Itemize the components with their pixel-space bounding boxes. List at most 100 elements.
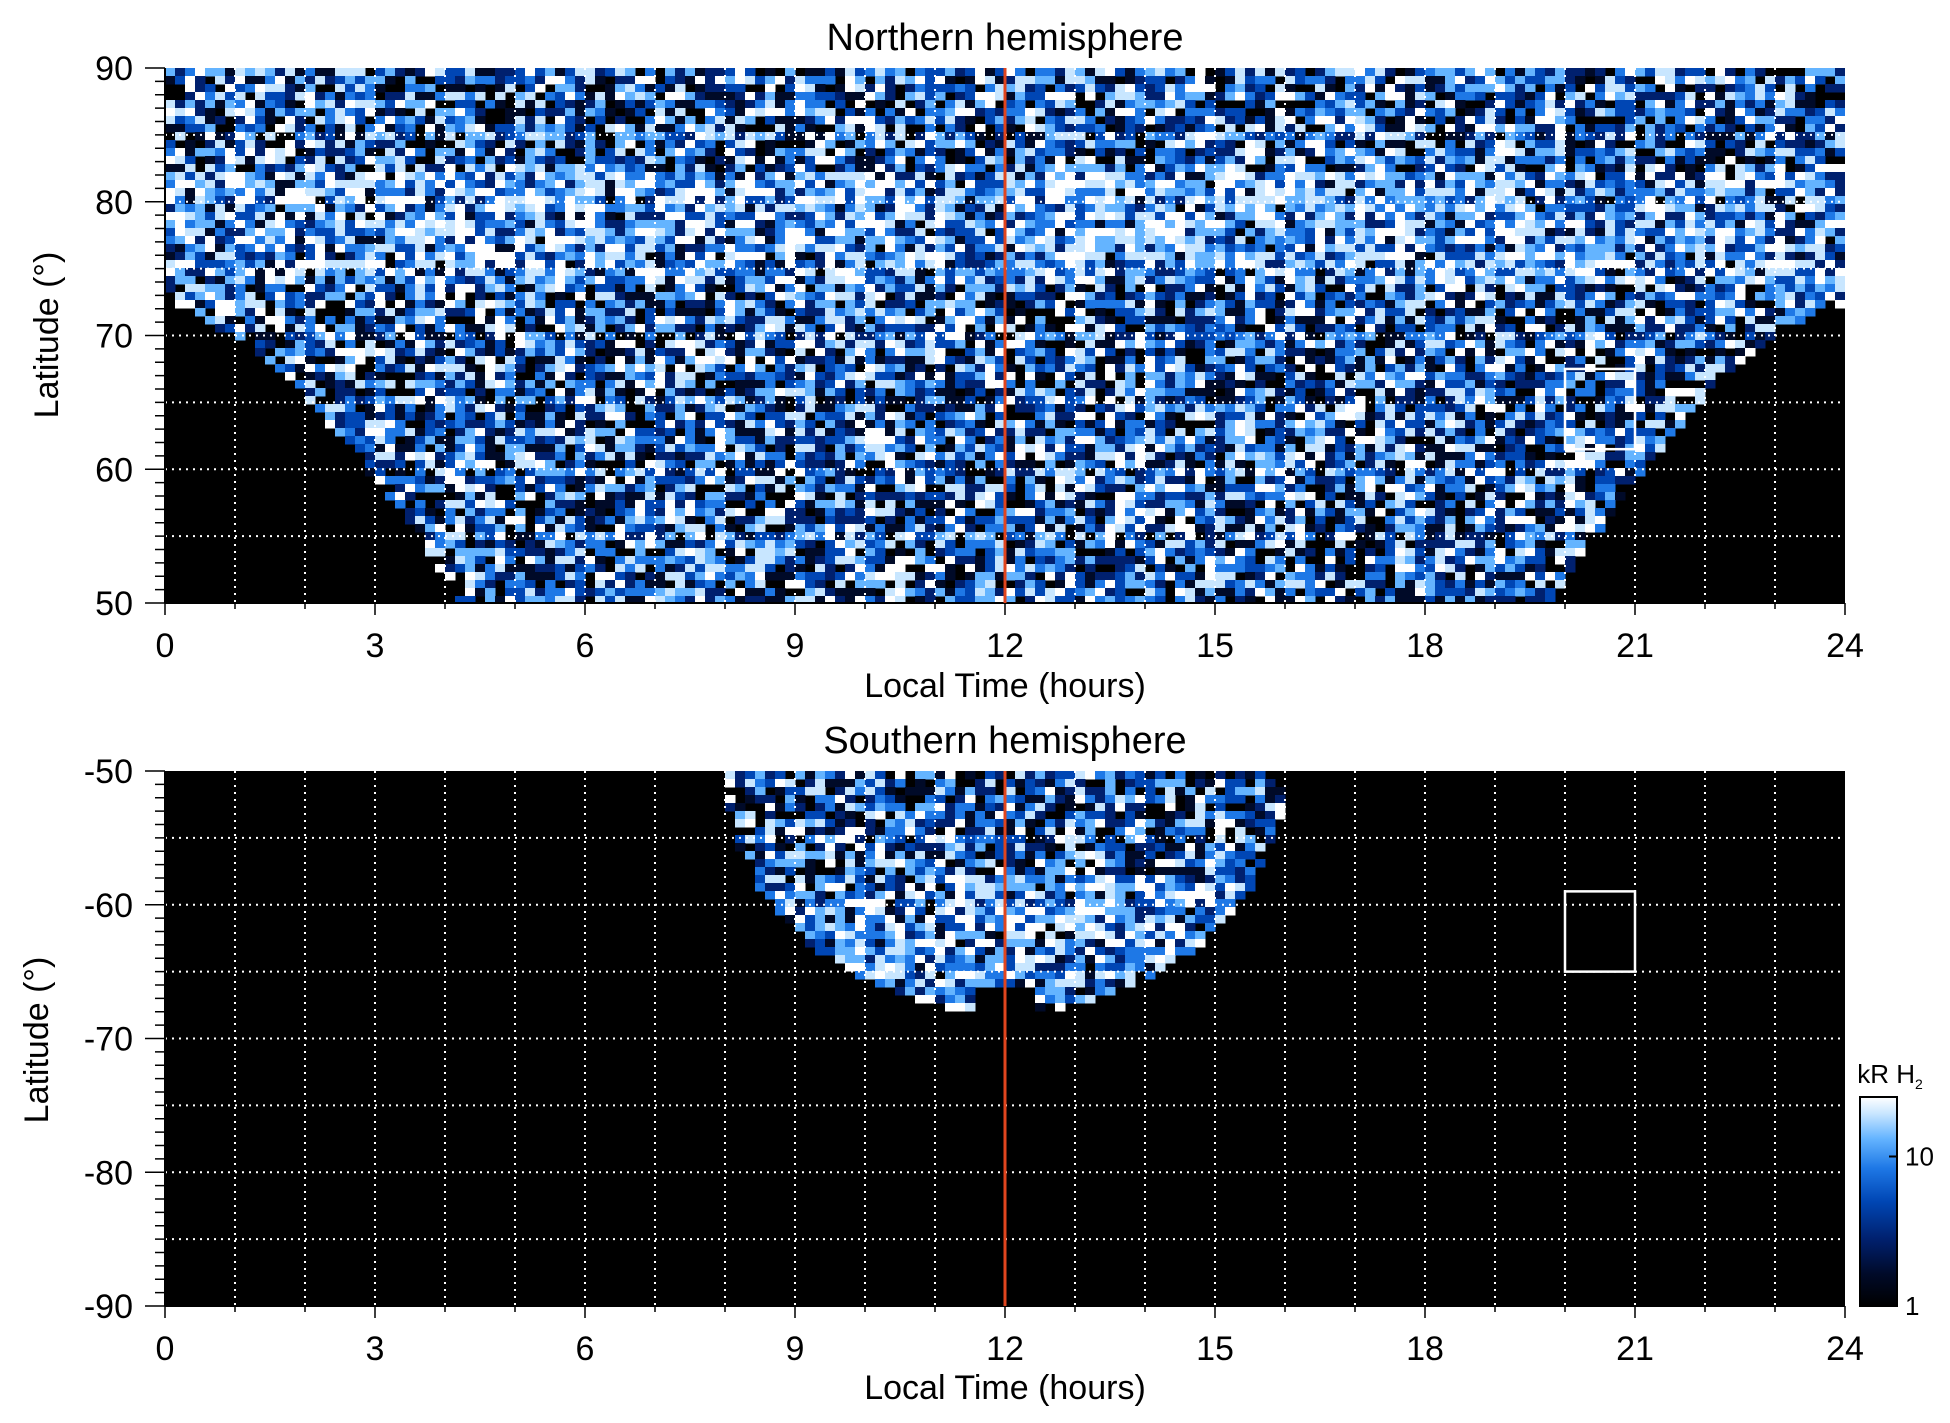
emission-cell: [1745, 220, 1756, 229]
emission-cell: [795, 148, 806, 157]
emission-cell: [1145, 204, 1156, 213]
emission-cell: [365, 268, 376, 277]
emission-cell: [995, 76, 1006, 85]
emission-cell: [1105, 268, 1116, 277]
emission-cell: [225, 132, 236, 141]
emission-cell: [1615, 156, 1626, 165]
emission-cell: [715, 316, 726, 325]
emission-cell: [935, 228, 946, 237]
emission-cell: [305, 324, 316, 333]
emission-cell: [745, 228, 756, 237]
emission-cell: [1715, 172, 1726, 181]
emission-cell: [1415, 188, 1426, 197]
emission-cell: [475, 76, 486, 85]
emission-cell: [1765, 196, 1776, 205]
emission-cell: [805, 196, 816, 205]
emission-cell: [1125, 132, 1136, 141]
emission-cell: [765, 268, 776, 277]
emission-cell: [1125, 236, 1136, 245]
emission-cell: [775, 108, 786, 117]
emission-cell: [1185, 276, 1196, 285]
emission-cell: [255, 204, 266, 213]
emission-cell: [395, 228, 406, 237]
emission-cell: [545, 76, 556, 85]
emission-cell: [375, 84, 386, 93]
emission-cell: [465, 116, 476, 125]
emission-cell: [365, 324, 376, 333]
emission-cell: [1225, 116, 1236, 125]
emission-cell: [975, 92, 986, 101]
emission-cell: [1455, 92, 1466, 101]
emission-cell: [1395, 268, 1406, 277]
emission-cell: [835, 252, 846, 261]
emission-cell: [475, 108, 486, 117]
emission-cell: [895, 244, 906, 253]
emission-cell: [235, 260, 246, 269]
emission-cell: [1185, 268, 1196, 277]
emission-cell: [185, 196, 196, 205]
emission-cell: [1545, 116, 1556, 125]
emission-cell: [1025, 284, 1036, 293]
emission-cell: [1595, 252, 1606, 261]
emission-cell: [965, 268, 976, 277]
emission-cell: [725, 148, 736, 157]
emission-cell: [795, 132, 806, 141]
emission-cell: [1675, 324, 1686, 333]
emission-cell: [1765, 116, 1776, 125]
emission-cell: [255, 172, 266, 181]
emission-cell: [1225, 220, 1236, 229]
emission-cell: [1165, 140, 1176, 149]
emission-cell: [175, 132, 186, 141]
emission-cell: [1805, 260, 1816, 269]
emission-cell: [1175, 156, 1186, 165]
emission-cell: [1735, 172, 1746, 181]
emission-cell: [165, 140, 176, 149]
emission-cell: [185, 156, 196, 165]
emission-cell: [1505, 172, 1516, 181]
emission-cell: [995, 116, 1006, 125]
emission-cell: [685, 204, 696, 213]
emission-cell: [1715, 92, 1726, 101]
emission-cell: [1115, 228, 1126, 237]
emission-cell: [1415, 244, 1426, 253]
emission-cell: [875, 252, 886, 261]
emission-cell: [885, 84, 896, 93]
emission-cell: [1385, 164, 1396, 173]
emission-cell: [1535, 220, 1546, 229]
emission-cell: [1345, 124, 1356, 133]
emission-cell: [1375, 228, 1386, 237]
emission-cell: [1395, 284, 1406, 293]
emission-cell: [765, 284, 776, 293]
emission-cell: [275, 220, 286, 229]
emission-cell: [855, 172, 866, 181]
emission-cell: [1415, 212, 1426, 221]
emission-cell: [1005, 92, 1016, 101]
emission-cell: [1775, 164, 1786, 173]
emission-cell: [525, 276, 536, 285]
emission-cell: [1665, 316, 1676, 325]
emission-cell: [1265, 236, 1276, 245]
emission-cell: [165, 180, 176, 189]
emission-cell: [1685, 284, 1696, 293]
emission-cell: [1275, 268, 1286, 277]
emission-cell: [355, 300, 366, 309]
emission-cell: [995, 124, 1006, 133]
emission-cell: [1755, 100, 1766, 109]
emission-cell: [1835, 220, 1845, 229]
emission-cell: [1695, 244, 1706, 253]
emission-cell: [945, 116, 956, 125]
emission-cell: [1155, 276, 1166, 285]
emission-cell: [575, 140, 586, 149]
emission-cell: [265, 260, 276, 269]
emission-cell: [975, 252, 986, 261]
emission-cell: [1565, 212, 1576, 221]
emission-cell: [785, 276, 796, 285]
emission-cell: [1285, 84, 1296, 93]
emission-cell: [1125, 284, 1136, 293]
emission-cell: [675, 252, 686, 261]
emission-cell: [405, 252, 416, 261]
emission-cell: [1565, 244, 1576, 253]
emission-cell: [1415, 228, 1426, 237]
emission-cell: [1785, 212, 1796, 221]
emission-cell: [1635, 204, 1646, 213]
